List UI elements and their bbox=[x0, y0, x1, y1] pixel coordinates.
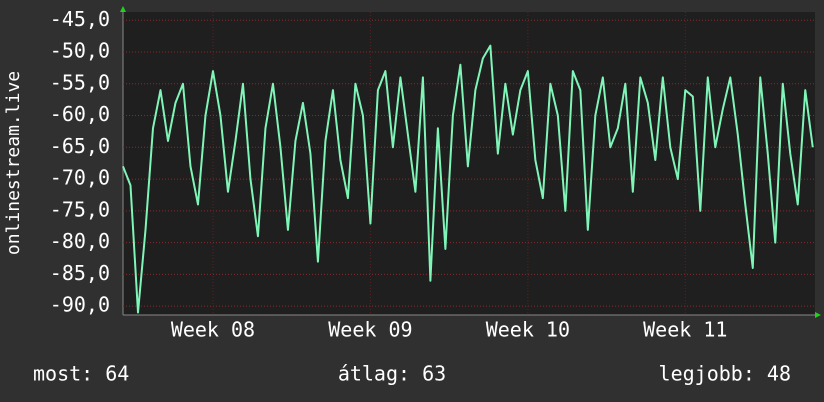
x-tick-label: Week 10 bbox=[486, 318, 570, 342]
y-tick-label: -75,0 bbox=[50, 197, 110, 221]
y-tick-label: -50,0 bbox=[50, 39, 110, 63]
x-tick-label: Week 11 bbox=[643, 318, 727, 342]
y-tick-label: -70,0 bbox=[50, 166, 110, 190]
data-line bbox=[122, 44, 814, 314]
stat-current: most: 64 bbox=[33, 362, 129, 386]
y-axis-label: onlinestream.live bbox=[3, 71, 24, 255]
x-tick-label: Week 09 bbox=[328, 318, 412, 342]
y-tick-label: -80,0 bbox=[50, 229, 110, 253]
stat-average: átlag: 63 bbox=[338, 362, 446, 386]
stat-best: legjobb: 48 bbox=[659, 362, 791, 386]
y-tick-label: -45,0 bbox=[50, 7, 110, 31]
x-tick-label: Week 08 bbox=[171, 318, 255, 342]
x-arrow bbox=[815, 312, 821, 318]
y-arrow bbox=[120, 6, 126, 12]
y-tick-label: -90,0 bbox=[50, 293, 110, 317]
y-tick-label: -85,0 bbox=[50, 261, 110, 285]
y-tick-label: -65,0 bbox=[50, 134, 110, 158]
y-tick-label: -60,0 bbox=[50, 102, 110, 126]
y-tick-label: -55,0 bbox=[50, 70, 110, 94]
